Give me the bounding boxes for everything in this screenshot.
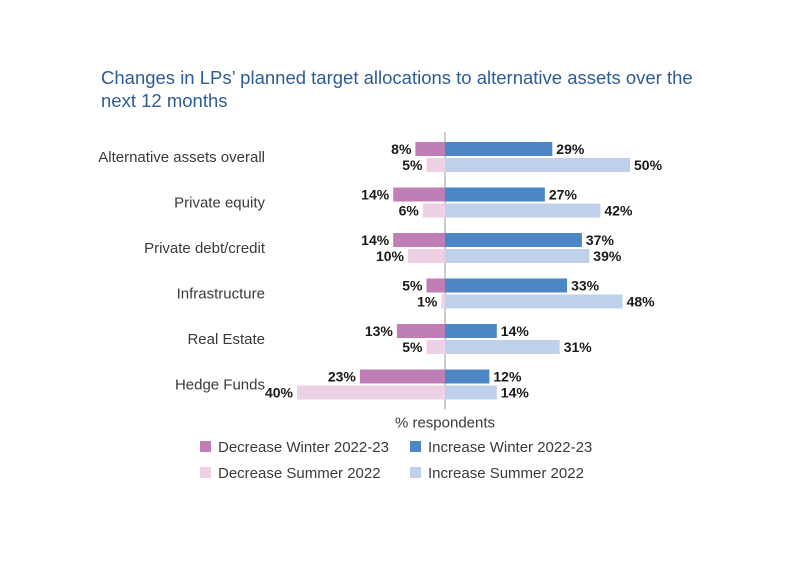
legend-swatch-decrease-summer-2022 xyxy=(200,467,211,478)
legend-label-decrease-winter-2022-23: Decrease Winter 2022-23 xyxy=(218,439,389,456)
bar-increase-winter-private-debt-credit xyxy=(445,233,582,247)
bar-decrease-winter-hedge-funds xyxy=(359,369,445,384)
value-label-decrease-winter-alternative-assets-overall: 8% xyxy=(391,141,412,157)
value-label-increase-summer-alternative-assets-overall: 50% xyxy=(634,157,663,173)
category-label-private-equity: Private equity xyxy=(174,195,265,212)
category-label-hedge-funds: Hedge Funds xyxy=(175,377,265,394)
bar-increase-summer-private-debt-credit xyxy=(445,249,590,263)
value-label-decrease-summer-real-estate: 5% xyxy=(402,339,423,355)
legend-swatch-increase-winter-2022-23 xyxy=(410,441,421,452)
value-label-decrease-summer-hedge-funds: 40% xyxy=(265,385,294,401)
bar-decrease-winter-private-debt-credit xyxy=(393,233,445,247)
category-label-real-estate: Real Estate xyxy=(187,331,265,348)
bar-decrease-summer-hedge-funds xyxy=(297,385,445,400)
bar-increase-winter-private-equity xyxy=(445,187,545,202)
value-label-decrease-winter-infrastructure: 5% xyxy=(402,278,423,294)
value-label-increase-winter-hedge-funds: 12% xyxy=(493,369,522,385)
bar-decrease-summer-infrastructure xyxy=(441,294,445,309)
bar-decrease-summer-real-estate xyxy=(426,340,445,354)
chart-title: Changes in LPs’ planned target allocatio… xyxy=(101,67,693,111)
bar-increase-summer-infrastructure xyxy=(445,294,623,309)
bar-increase-winter-alternative-assets-overall xyxy=(445,142,553,156)
value-label-decrease-winter-hedge-funds: 23% xyxy=(328,369,357,385)
value-label-decrease-winter-real-estate: 13% xyxy=(365,323,394,339)
value-label-increase-summer-private-equity: 42% xyxy=(604,203,633,219)
value-label-increase-winter-infrastructure: 33% xyxy=(571,278,600,294)
legend-swatch-increase-summer-2022 xyxy=(410,467,421,478)
bar-increase-summer-real-estate xyxy=(445,340,560,354)
value-label-decrease-summer-infrastructure: 1% xyxy=(417,294,438,310)
bar-increase-summer-hedge-funds xyxy=(445,385,497,400)
value-label-decrease-summer-private-debt-credit: 10% xyxy=(376,248,405,264)
value-label-decrease-winter-private-debt-credit: 14% xyxy=(361,232,390,248)
bar-decrease-summer-private-equity xyxy=(422,203,445,218)
value-label-decrease-summer-alternative-assets-overall: 5% xyxy=(402,157,423,173)
bar-increase-summer-private-equity xyxy=(445,203,601,218)
legend-swatch-decrease-winter-2022-23 xyxy=(200,441,211,452)
value-label-increase-winter-real-estate: 14% xyxy=(501,323,530,339)
value-label-increase-winter-alternative-assets-overall: 29% xyxy=(556,141,585,157)
bar-decrease-winter-private-equity xyxy=(393,187,445,202)
bar-decrease-winter-infrastructure xyxy=(426,278,445,293)
value-label-decrease-summer-private-equity: 6% xyxy=(399,203,420,219)
category-label-alternative-assets-overall: Alternative assets overall xyxy=(98,149,265,166)
bar-increase-winter-real-estate xyxy=(445,324,497,338)
bar-increase-winter-hedge-funds xyxy=(445,369,490,384)
value-label-decrease-winter-private-equity: 14% xyxy=(361,187,390,203)
value-label-increase-winter-private-equity: 27% xyxy=(549,187,578,203)
category-label-infrastructure: Infrastructure xyxy=(177,286,265,303)
legend-label-decrease-summer-2022: Decrease Summer 2022 xyxy=(218,465,381,482)
legend-label-increase-summer-2022: Increase Summer 2022 xyxy=(428,465,584,482)
bar-decrease-winter-alternative-assets-overall xyxy=(415,142,445,156)
bar-decrease-summer-private-debt-credit xyxy=(408,249,445,263)
value-label-increase-winter-private-debt-credit: 37% xyxy=(586,232,615,248)
x-axis-label: % respondents xyxy=(395,415,495,432)
bar-increase-summer-alternative-assets-overall xyxy=(445,158,630,172)
category-label-private-debt-credit: Private debt/credit xyxy=(144,240,266,257)
bar-decrease-winter-real-estate xyxy=(396,324,445,338)
legend-label-increase-winter-2022-23: Increase Winter 2022-23 xyxy=(428,439,592,456)
bar-increase-winter-infrastructure xyxy=(445,278,568,293)
value-label-increase-summer-private-debt-credit: 39% xyxy=(593,248,622,264)
value-label-increase-summer-real-estate: 31% xyxy=(564,339,593,355)
bar-decrease-summer-alternative-assets-overall xyxy=(426,158,445,172)
value-label-increase-summer-infrastructure: 48% xyxy=(627,294,656,310)
value-label-increase-summer-hedge-funds: 14% xyxy=(501,385,530,401)
